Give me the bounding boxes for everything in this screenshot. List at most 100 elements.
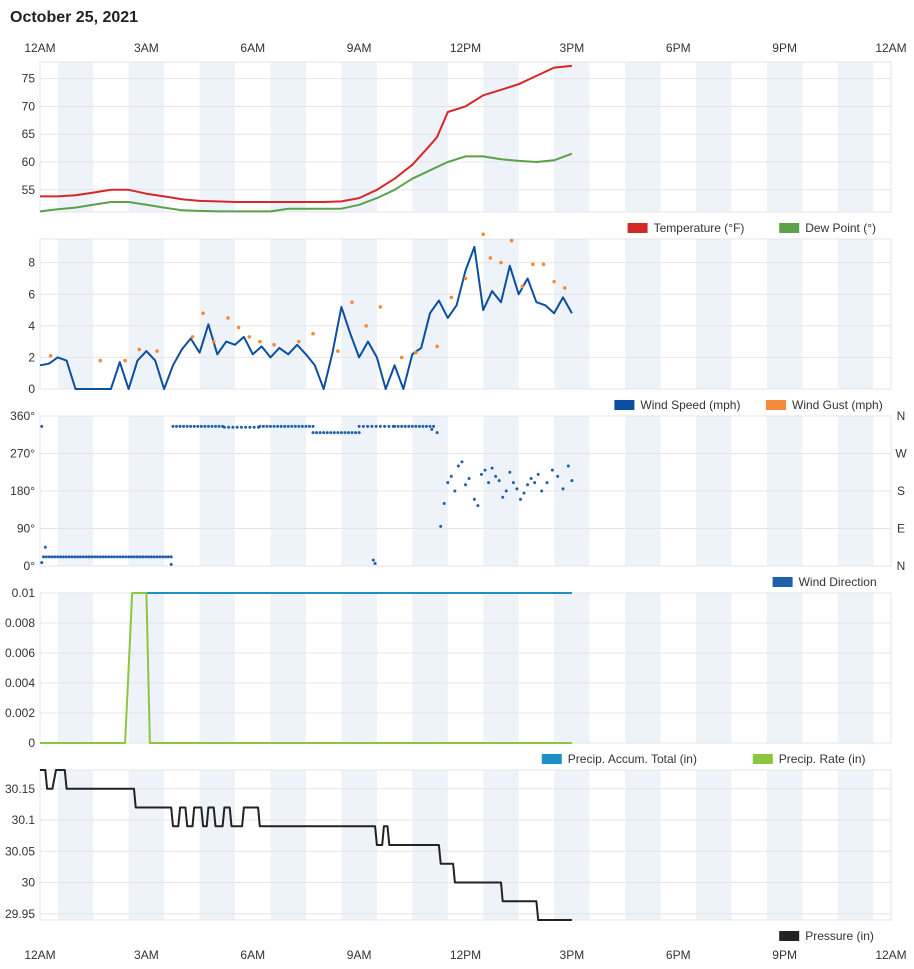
y-tick-label: 6 [28,287,35,301]
direction-point [231,425,235,429]
direction-point [59,555,63,559]
time-axis-bottom-label: 6PM [666,948,691,962]
direction-point [239,425,243,429]
gust-point [552,279,556,284]
direction-point [196,424,200,428]
y-tick-label: 0.01 [12,586,36,600]
direction-point [403,424,407,428]
direction-point [164,555,168,559]
legend-swatch [541,754,562,764]
time-band [270,593,306,743]
y-tick-label: 8 [28,256,35,270]
gust-point [414,350,418,355]
direction-point [283,424,287,428]
gust-point [311,331,315,336]
time-band [341,770,377,920]
direction-point [279,424,283,428]
direction-point [290,424,294,428]
time-axis-bottom-label: 12AM [24,948,55,962]
direction-point [252,425,256,429]
direction-point [357,431,361,435]
direction-point [192,424,196,428]
direction-point [56,555,60,559]
time-axis-top-label: 6AM [240,41,265,55]
direction-point [540,489,544,493]
direction-point [374,424,378,428]
direction-point [70,555,74,559]
gust-point [449,295,454,300]
direction-point [44,555,48,559]
direction-point [357,424,361,428]
legend-label: Pressure (in) [805,929,874,943]
time-axis-bottom-label: 6AM [240,948,265,962]
direction-point [417,424,421,428]
legend-label: Dew Point (°) [805,221,876,235]
direction-panel: 0° 90° 180° 270° 360° N E S W N Wind Direction [10,409,907,589]
gust-point [378,305,383,309]
time-band [270,239,306,389]
direction-point [446,481,450,485]
legend-label: Wind Gust (mph) [792,398,883,412]
time-band [695,770,732,920]
time-band [57,770,94,920]
direction-point [124,555,128,559]
gust-point [399,355,404,360]
direction-point [67,555,71,559]
direction-point [210,424,214,428]
y-tick-label: 2 [28,350,35,364]
direction-point [414,424,418,428]
direction-point [64,555,68,559]
direction-point [387,424,391,428]
y-tick-label: 30.1 [12,813,36,827]
direction-point [104,555,108,559]
direction-point [518,497,522,501]
direction-point [76,555,80,559]
gust-point [226,316,230,320]
time-band [837,770,874,920]
gust-point [98,358,103,363]
gust-point [481,232,486,237]
gust-point [336,349,340,353]
direction-point [354,431,358,435]
direction-point [199,424,203,428]
gust-point [211,339,216,344]
pressure-series-line-0 [40,769,572,921]
time-band [57,593,94,743]
time-band [766,62,803,212]
direction-point [147,555,151,559]
time-axis-bottom-label: 3AM [134,948,159,962]
gust-point [258,339,262,344]
direction-point [121,555,125,559]
direction-point [501,495,505,499]
y-tick-label: 360° [10,409,35,423]
y-right-tick-label: S [897,484,905,498]
legend-swatch [772,577,793,587]
time-band [766,593,803,743]
direction-point [370,424,374,428]
direction-point [460,460,464,464]
time-band [412,593,448,743]
direction-point [428,424,432,428]
direction-point [371,558,375,562]
direction-point [430,427,434,431]
panel-frame [39,592,892,744]
time-axis-top-label: 12AM [875,41,906,55]
time-band [554,62,590,212]
direction-point [439,524,443,528]
y-right-tick-label: N [897,409,906,423]
temp-series-line-1 [39,152,573,213]
direction-point [350,431,354,435]
time-band [270,770,306,920]
gust-point [190,335,195,339]
temp-series-line-0 [40,64,572,203]
time-band [554,593,590,743]
time-band [341,62,377,212]
gust-point [247,335,252,339]
time-band [766,239,803,389]
direction-point [479,472,483,476]
time-band [554,770,590,920]
direction-point [449,474,453,478]
direction-point [93,555,97,559]
direction-point [529,477,533,480]
